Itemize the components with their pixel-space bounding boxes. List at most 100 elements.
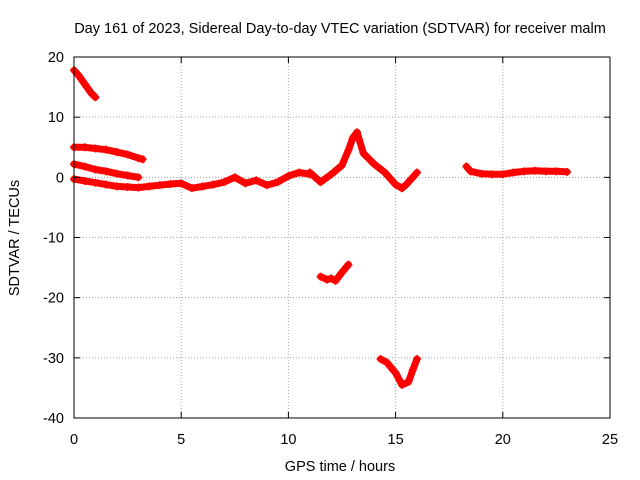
data-point xyxy=(462,162,471,171)
y-tick-label: -20 xyxy=(43,291,64,307)
x-tick-label: 0 xyxy=(70,432,78,448)
tick-layer: 0 5 10 15 20 25 -40 -30 -20 -10 0 10 20 xyxy=(43,50,618,448)
data-point xyxy=(404,377,413,386)
y-tick-label: 0 xyxy=(56,170,64,186)
data-point xyxy=(134,183,143,192)
data-point xyxy=(338,161,346,170)
series-arc-decay-high xyxy=(70,66,100,102)
data-point xyxy=(327,274,336,283)
y-tick-label: 10 xyxy=(48,110,64,126)
data-point xyxy=(123,182,132,191)
data-point xyxy=(316,178,325,187)
data-point xyxy=(488,170,497,179)
data-point xyxy=(391,180,400,189)
data-point xyxy=(344,260,353,269)
data-point xyxy=(316,272,325,281)
data-point xyxy=(80,162,89,171)
series-line xyxy=(398,169,421,192)
data-point xyxy=(74,71,83,80)
data-point xyxy=(498,170,507,179)
y-tick-label: 20 xyxy=(48,50,64,66)
series-arc-level-5 xyxy=(70,143,147,164)
data-point xyxy=(563,167,572,176)
data-point xyxy=(402,180,411,189)
data-point xyxy=(413,355,422,364)
data-point xyxy=(509,168,518,177)
y-axis-label: SDTVAR / TECUs xyxy=(7,180,23,296)
data-point xyxy=(305,168,314,177)
data-point xyxy=(102,180,111,189)
data-point xyxy=(295,168,304,177)
data-point xyxy=(82,83,91,92)
data-point xyxy=(477,169,486,178)
data-point xyxy=(166,179,175,188)
data-point xyxy=(91,93,100,102)
data-point xyxy=(138,155,147,164)
data-point xyxy=(220,178,229,187)
data-point xyxy=(413,168,422,177)
series-line xyxy=(306,128,406,192)
data-point xyxy=(383,358,392,367)
y-tick-label: -30 xyxy=(43,351,64,367)
data-point xyxy=(91,165,100,174)
data-point xyxy=(134,173,143,182)
y-tick-label: -10 xyxy=(43,231,64,247)
data-point xyxy=(87,89,96,98)
grid-layer xyxy=(74,57,610,418)
data-point xyxy=(102,167,111,176)
data-point xyxy=(262,181,271,190)
data-point xyxy=(530,166,539,175)
data-point xyxy=(541,167,550,176)
y-tick-label: -40 xyxy=(43,411,64,427)
data-point xyxy=(145,182,154,191)
data-point xyxy=(80,176,89,185)
series-arc-mid-day xyxy=(177,168,314,193)
x-tick-label: 25 xyxy=(602,432,618,448)
data-point xyxy=(230,173,239,182)
data-point xyxy=(252,176,261,185)
data-point xyxy=(520,167,529,176)
data-point xyxy=(359,149,368,158)
data-point xyxy=(80,143,89,152)
data-point xyxy=(353,128,362,137)
data-point xyxy=(552,167,561,176)
data-point xyxy=(241,179,250,188)
data-point xyxy=(322,275,331,284)
data-point xyxy=(123,150,132,159)
data-point xyxy=(273,178,282,187)
data-layer xyxy=(70,66,572,389)
data-point xyxy=(112,182,121,191)
data-point xyxy=(344,146,353,155)
data-point xyxy=(284,172,293,181)
x-tick-label: 20 xyxy=(495,432,511,448)
data-point xyxy=(91,178,100,187)
series-arc-recover xyxy=(398,168,422,193)
data-point xyxy=(466,167,475,176)
data-point xyxy=(348,134,357,143)
data-point xyxy=(187,184,196,193)
data-point xyxy=(134,154,143,163)
data-point xyxy=(331,276,340,285)
data-point xyxy=(91,144,100,153)
data-point xyxy=(408,365,417,374)
data-point xyxy=(102,145,111,154)
x-tick-label: 5 xyxy=(177,432,185,448)
data-point xyxy=(123,171,132,180)
data-point xyxy=(391,368,400,377)
data-point xyxy=(112,169,121,178)
data-point xyxy=(78,77,87,86)
data-point xyxy=(327,170,336,179)
x-tick-label: 10 xyxy=(280,432,296,448)
data-point xyxy=(408,173,417,182)
data-point xyxy=(198,182,207,191)
data-point xyxy=(376,355,385,364)
data-point xyxy=(155,181,164,190)
series-arc-late xyxy=(462,162,572,179)
data-point xyxy=(380,168,389,177)
data-point xyxy=(370,160,379,169)
series-arc-dip-minus17 xyxy=(316,260,353,285)
x-tick-label: 15 xyxy=(388,432,404,448)
x-axis-label: GPS time / hours xyxy=(285,459,395,475)
